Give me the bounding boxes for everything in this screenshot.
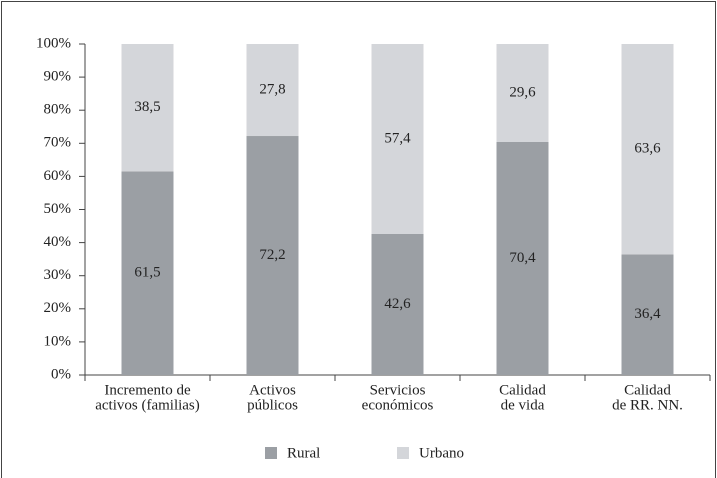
x-tick-label: económicos [362,397,434,413]
x-tick-label: de vida [501,397,545,413]
legend-swatch [397,447,409,459]
bar-segment [371,233,424,375]
value-label: 63,6 [634,141,661,157]
value-label: 72,2 [259,247,285,263]
bar-segment [246,136,299,375]
x-tick-label: públicos [247,397,298,413]
legend-swatch [265,447,277,459]
y-tick-label: 60% [44,168,72,184]
value-label: 29,6 [509,84,536,100]
bar-segment [496,141,549,375]
y-tick-label: 10% [44,333,72,349]
y-tick-label: 0% [51,366,71,382]
x-tick-label: Incremento de [104,382,191,398]
value-label: 42,6 [384,296,411,312]
x-tick-label: Activos [249,382,296,398]
value-label: 38,5 [134,99,160,115]
y-tick-label: 100% [36,35,71,51]
bar-segment [496,44,549,142]
bar-segment [121,171,174,375]
y-tick-label: 70% [44,135,72,151]
bar-segment [246,44,299,137]
bar-segment [371,44,424,234]
x-tick-label: Calidad [499,382,546,398]
x-tick-label: Servicios [370,382,426,398]
y-tick-label: 40% [44,234,72,250]
value-label: 70,4 [509,250,536,266]
value-label: 57,4 [384,130,411,146]
x-tick-label: Calidad [624,382,671,398]
legend-label: Urbano [419,445,464,461]
bar-segment [621,44,674,255]
x-tick-label: activos (familias) [95,397,200,413]
bar-segment [621,254,674,375]
bar-segment [121,44,174,172]
value-label: 61,5 [134,265,160,281]
y-tick-label: 90% [44,69,72,85]
y-tick-label: 50% [44,201,72,217]
legend-label: Rural [287,445,320,461]
value-label: 36,4 [634,306,661,322]
y-tick-label: 80% [44,102,72,118]
value-label: 27,8 [259,81,285,97]
x-tick-label: de RR. NN. [612,397,683,413]
y-tick-label: 30% [44,267,72,283]
y-tick-label: 20% [44,300,72,316]
